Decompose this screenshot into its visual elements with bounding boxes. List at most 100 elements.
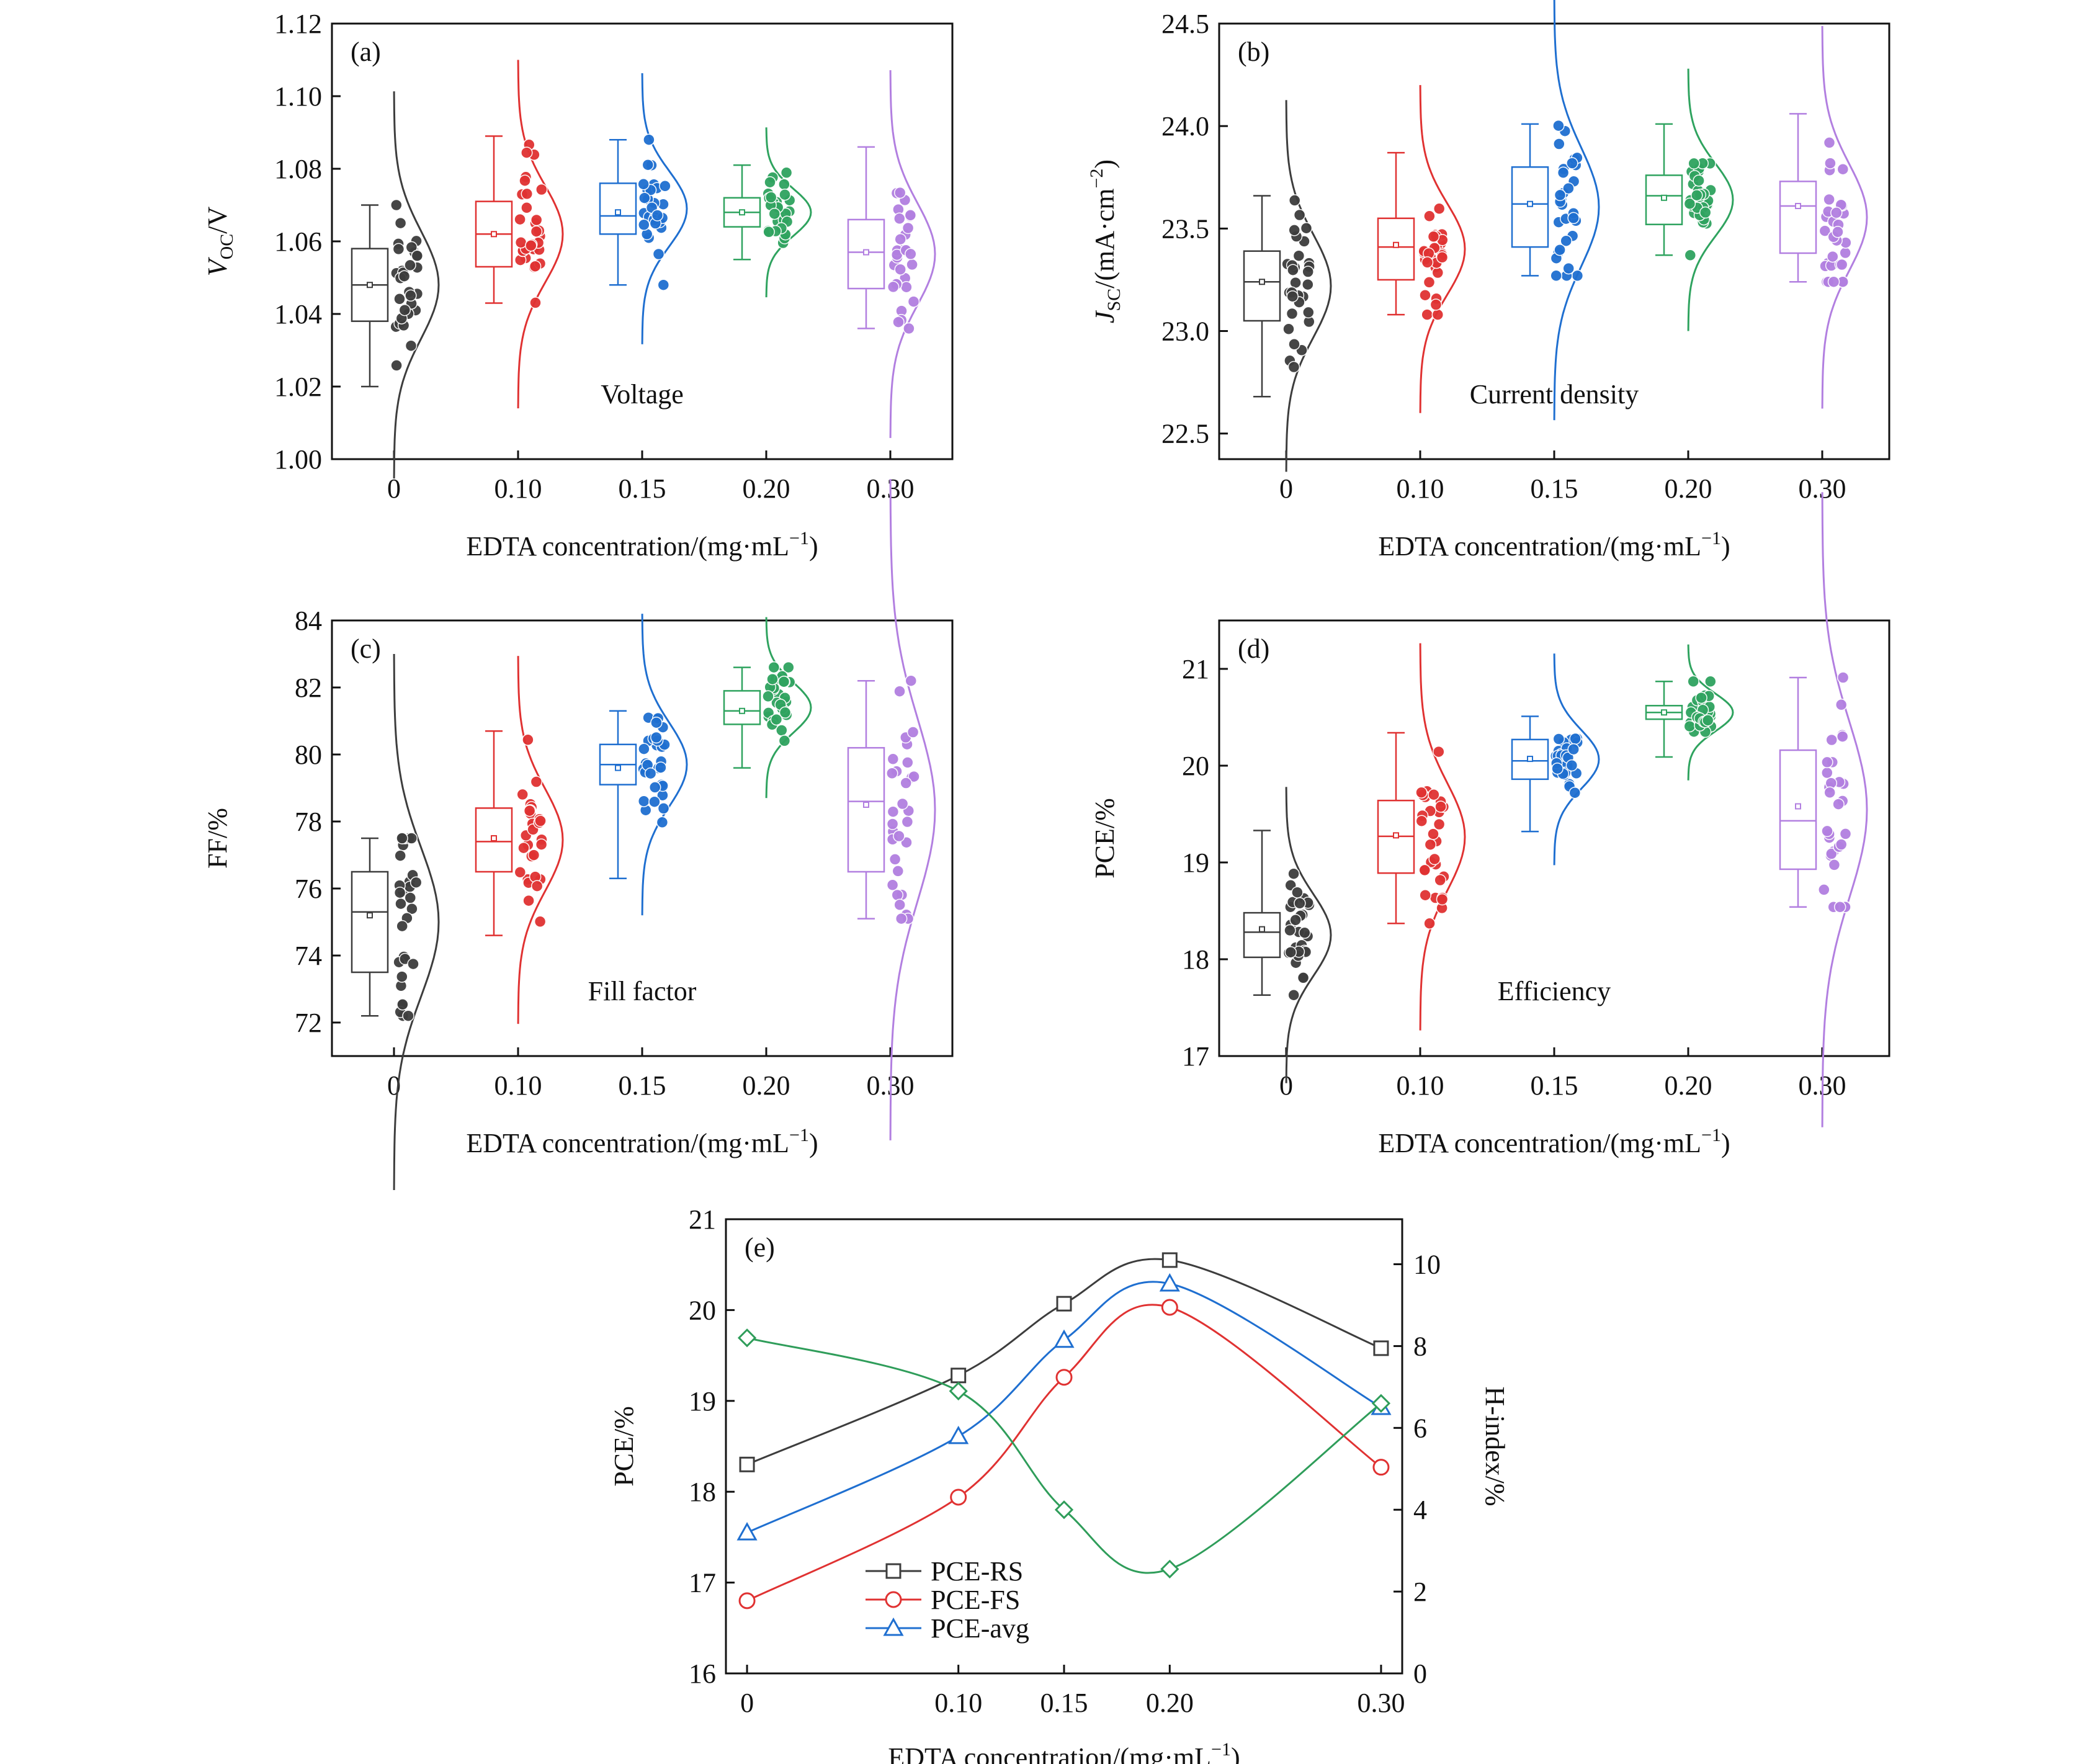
data-point: [950, 1489, 967, 1506]
x-tick-label: 0.20: [1665, 1070, 1712, 1101]
y-tick-label: 1.04: [274, 299, 322, 329]
distribution-curve: [1687, 68, 1734, 331]
data-point: [529, 260, 542, 272]
data-point: [893, 830, 905, 843]
data-point: [656, 816, 669, 829]
data-point: [516, 788, 529, 801]
data-point: [1434, 874, 1446, 887]
y-tick-label: 1.10: [274, 81, 322, 112]
data-point: [409, 876, 423, 889]
data-point: [519, 174, 531, 187]
x-tick-label: 0.10: [934, 1688, 982, 1718]
data-point: [1287, 867, 1300, 880]
y-tick-label: 23.5: [1161, 213, 1209, 244]
data-point: [1434, 800, 1447, 813]
x-tick-label: 0.10: [1397, 473, 1444, 504]
data-point: [1552, 119, 1565, 132]
distribution-curve: [1553, 0, 1600, 421]
data-point: [1833, 901, 1846, 913]
data-point: [1837, 671, 1850, 684]
y-tick-label: 1.12: [274, 9, 322, 39]
y-tick-label: 19: [689, 1386, 716, 1417]
data-point: [892, 865, 905, 877]
y-tick-label: 23.0: [1161, 316, 1209, 347]
data-point: [1839, 246, 1851, 259]
data-point: [1821, 766, 1833, 779]
data-point: [1284, 924, 1296, 937]
data-point: [525, 240, 537, 252]
data-point: [739, 1456, 755, 1472]
data-point: [778, 178, 790, 190]
data-point: [762, 690, 774, 703]
legend-marker: [883, 1617, 904, 1636]
data-point: [650, 731, 663, 744]
data-point: [1436, 893, 1449, 906]
data-point: [521, 146, 533, 159]
distribution-curve: [1285, 100, 1332, 472]
data-point: [1436, 251, 1449, 264]
data-point: [396, 998, 409, 1011]
box-mean: [1259, 926, 1265, 933]
data-point: [1286, 307, 1299, 320]
data-point: [1566, 157, 1578, 169]
data-point: [1293, 208, 1306, 222]
data-point: [780, 166, 793, 179]
data-point: [1161, 1299, 1178, 1316]
data-point: [1372, 1459, 1390, 1476]
box-iqr: [1377, 217, 1415, 281]
data-point: [404, 892, 417, 904]
data-point: [1287, 360, 1300, 374]
data-point: [1824, 157, 1837, 169]
box-mean: [863, 802, 869, 808]
data-point: [1827, 250, 1839, 263]
data-point: [523, 804, 536, 817]
distribution-curve: [1553, 653, 1600, 866]
y-right-tick-label: 10: [1413, 1250, 1441, 1280]
data-point: [1055, 1369, 1073, 1386]
box-iqr: [847, 746, 885, 873]
data-point: [779, 706, 792, 719]
y-axis-label: JSC/(mA·cm−2): [1086, 159, 1124, 323]
data-point: [1554, 189, 1567, 202]
y-axis-label: FF/%: [202, 808, 233, 869]
box-mean: [739, 707, 745, 714]
data-point: [1424, 838, 1437, 851]
data-point: [1373, 1340, 1389, 1356]
data-point: [1699, 206, 1712, 219]
box-mean: [1661, 709, 1667, 716]
series-pce-rs: [739, 1252, 1389, 1472]
data-point: [1825, 848, 1838, 860]
data-point: [1835, 258, 1848, 271]
y-tick-label: 82: [295, 673, 322, 703]
chart-panel-e: 16 17 18 19 20 21 0 2 4 6 8 10 0 0.10 0.15 0.20 0.30 (e) P…: [609, 1204, 1510, 1764]
box-iqr: [723, 690, 761, 725]
panel-label: (e): [745, 1232, 775, 1263]
box-mean: [1527, 756, 1533, 763]
data-point: [1054, 1329, 1075, 1348]
data-point: [901, 815, 914, 828]
data-point: [949, 1381, 968, 1401]
series-line: [746, 1258, 1382, 1466]
data-point: [514, 213, 526, 226]
box-iqr: [1779, 749, 1817, 871]
x-tick-label: 0.20: [1146, 1688, 1194, 1718]
y-tick-label: 18: [689, 1477, 716, 1507]
data-point: [404, 259, 416, 272]
y-tick-label: 1.02: [274, 372, 322, 402]
data-point: [651, 209, 664, 222]
distribution-curve: [889, 70, 936, 438]
data-point: [886, 879, 899, 892]
x-tick-label: 0.10: [1397, 1070, 1444, 1101]
data-point: [894, 263, 906, 275]
data-point: [1683, 720, 1696, 733]
data-point: [527, 849, 540, 861]
data-point: [902, 756, 914, 769]
panel-label: (d): [1238, 634, 1269, 664]
data-point: [1567, 743, 1580, 756]
data-point: [895, 912, 908, 925]
data-point: [1419, 889, 1431, 902]
data-point: [1428, 788, 1440, 801]
data-point: [1302, 306, 1315, 319]
legend-label: PCE-FS: [931, 1585, 1020, 1615]
